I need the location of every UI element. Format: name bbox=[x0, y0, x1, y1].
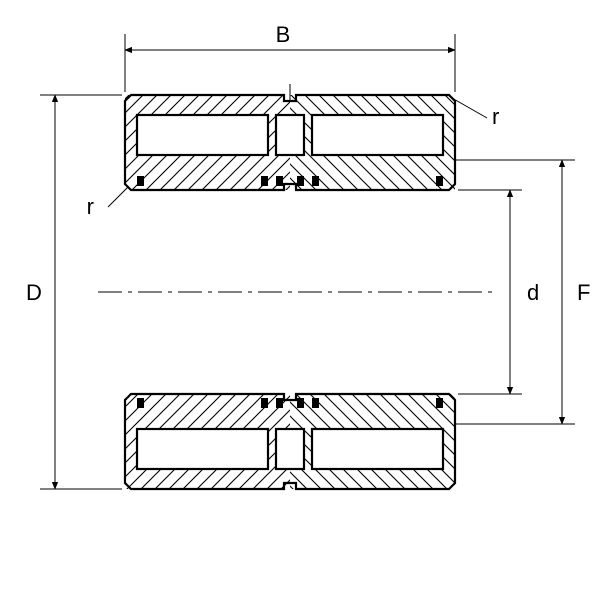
label-r-topright: r bbox=[452, 98, 499, 129]
mark bbox=[312, 176, 319, 186]
label-d: d bbox=[527, 280, 539, 305]
bottom-mid-slot bbox=[276, 429, 304, 469]
dim-B: B bbox=[125, 22, 455, 92]
mark bbox=[312, 398, 319, 408]
label-r1: r bbox=[492, 104, 499, 129]
mark bbox=[436, 398, 443, 408]
label-B: B bbox=[276, 22, 291, 47]
bottom-right-slot bbox=[312, 429, 443, 469]
top-mid-slot bbox=[276, 115, 304, 155]
mark bbox=[436, 176, 443, 186]
mark bbox=[276, 176, 283, 186]
label-F: F bbox=[577, 280, 590, 305]
mark bbox=[261, 176, 268, 186]
label-r-left: r bbox=[87, 187, 128, 219]
mark bbox=[137, 176, 144, 186]
mark bbox=[297, 176, 304, 186]
top-right-slot bbox=[312, 115, 443, 155]
mark bbox=[297, 398, 304, 408]
label-r2: r bbox=[87, 194, 94, 219]
label-D: D bbox=[26, 280, 42, 305]
top-left-slot bbox=[137, 115, 268, 155]
mark bbox=[137, 398, 144, 408]
mark bbox=[276, 398, 283, 408]
bottom-left-slot bbox=[137, 429, 268, 469]
mark bbox=[261, 398, 268, 408]
bearing-cross-section: B D d F r r bbox=[0, 0, 600, 600]
